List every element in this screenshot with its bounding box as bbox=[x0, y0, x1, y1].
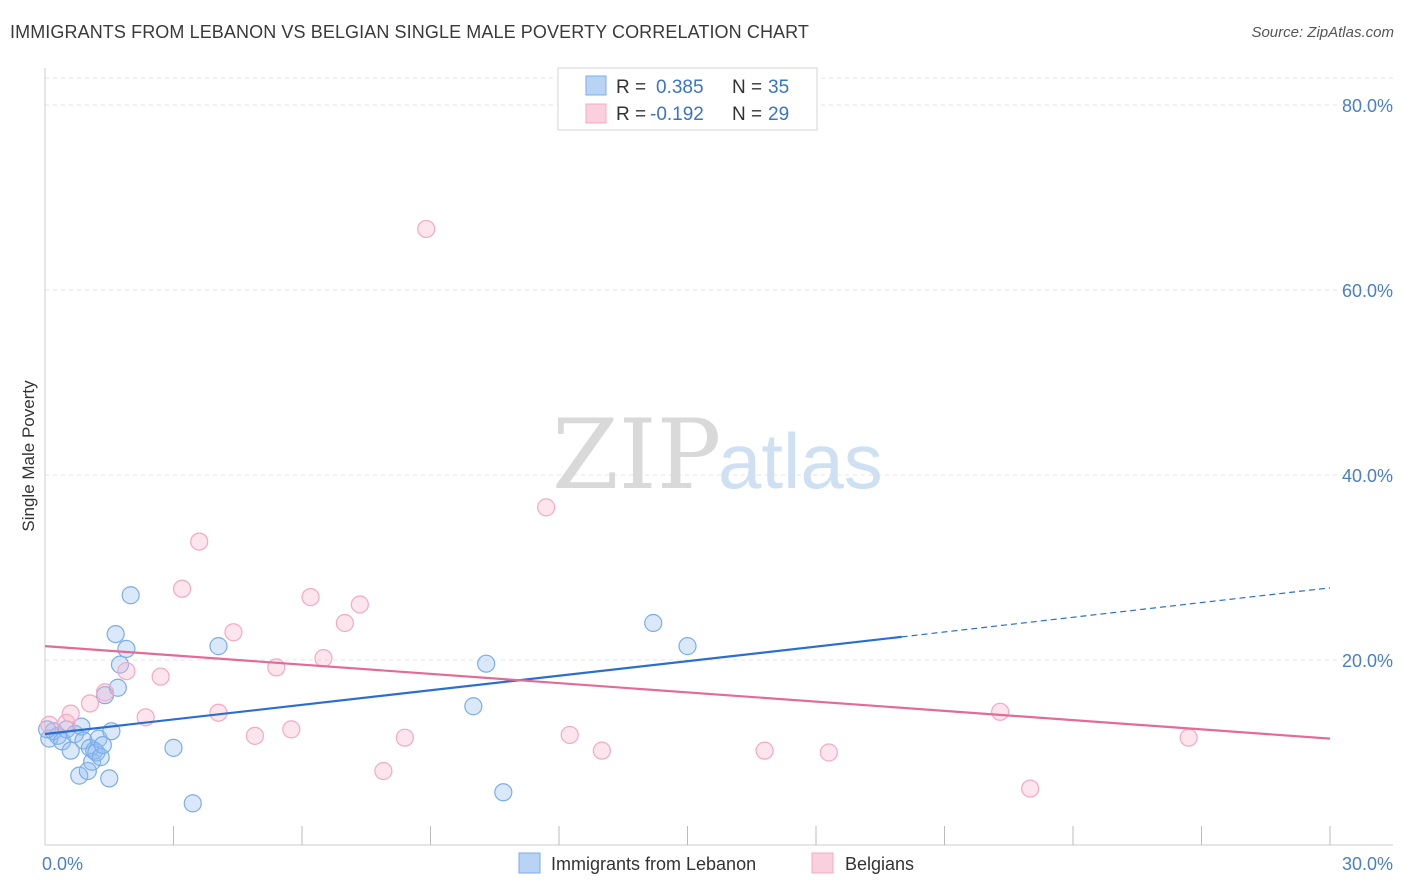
point-lebanon-19 bbox=[100, 769, 119, 788]
point-belgians-0 bbox=[40, 715, 59, 734]
point-lebanon-21 bbox=[106, 624, 125, 644]
legend-n-value-belgians: 29 bbox=[768, 104, 789, 125]
point-belgians-14 bbox=[282, 720, 301, 739]
axes bbox=[44, 68, 1393, 846]
point-lebanon-29 bbox=[464, 697, 483, 716]
point-belgians-23 bbox=[560, 725, 579, 745]
data-points bbox=[38, 219, 1198, 813]
trend-line-belgians bbox=[44, 645, 1331, 740]
legend-n-label-lebanon: N = bbox=[732, 77, 762, 98]
point-lebanon-7 bbox=[70, 766, 89, 785]
bottom-legend-label-belgians: Belgians bbox=[845, 854, 914, 874]
point-belgians-18 bbox=[350, 595, 369, 614]
point-belgians-2 bbox=[61, 704, 80, 723]
point-lebanon-17 bbox=[93, 735, 112, 755]
point-belgians-22 bbox=[537, 498, 556, 517]
x-tick-label-30: 30.0% bbox=[1342, 854, 1393, 874]
watermark: ZIP atlas bbox=[552, 399, 883, 511]
bottom-legend: Immigrants from Lebanon Belgians bbox=[518, 852, 914, 874]
legend-n-value-lebanon: 35 bbox=[768, 77, 789, 98]
point-lebanon-12 bbox=[83, 752, 102, 771]
legend-r-label-lebanon: R = bbox=[616, 77, 646, 98]
point-belgians-17 bbox=[335, 613, 354, 633]
point-belgians-5 bbox=[117, 661, 136, 681]
legend-r-label-belgians: R = bbox=[616, 104, 646, 125]
bottom-legend-swatch-lebanon bbox=[518, 852, 541, 874]
chart-source: Source: ZipAtlas.com bbox=[1251, 24, 1394, 41]
bottom-legend-label-lebanon: Immigrants from Lebanon bbox=[551, 854, 756, 874]
point-belgians-21 bbox=[417, 219, 436, 239]
point-belgians-29 bbox=[1179, 728, 1198, 747]
point-belgians-3 bbox=[80, 694, 100, 713]
trend-line-lebanon-extension bbox=[901, 587, 1331, 638]
gridlines bbox=[45, 77, 1393, 661]
bottom-legend-swatch-belgians bbox=[811, 852, 834, 874]
point-belgians-27 bbox=[991, 702, 1010, 721]
point-lebanon-10 bbox=[78, 761, 97, 781]
point-belgians-19 bbox=[374, 761, 393, 781]
y-axis-label: Single Male Poverty bbox=[19, 380, 38, 532]
point-lebanon-23 bbox=[110, 655, 130, 674]
y-tick-label-40: 40.0% bbox=[1342, 466, 1393, 486]
legend-swatch-lebanon bbox=[585, 75, 607, 96]
legend-box: R = 0.385 N = 35 R = -0.192 N = 29 bbox=[557, 67, 818, 131]
point-belgians-8 bbox=[172, 579, 192, 598]
watermark-atlas: atlas bbox=[718, 417, 883, 505]
point-lebanon-27 bbox=[183, 794, 202, 813]
point-belgians-9 bbox=[190, 532, 209, 551]
point-lebanon-33 bbox=[678, 637, 697, 656]
point-lebanon-5 bbox=[61, 741, 80, 760]
point-belgians-20 bbox=[395, 728, 414, 747]
point-lebanon-28 bbox=[209, 637, 228, 656]
legend-swatch-belgians bbox=[585, 103, 607, 124]
point-belgians-16 bbox=[314, 649, 333, 668]
trend-lines bbox=[44, 587, 1331, 740]
point-lebanon-32 bbox=[644, 613, 663, 633]
legend-r-value-belgians: -0.192 bbox=[650, 104, 704, 125]
y-tick-label-20: 20.0% bbox=[1342, 651, 1393, 671]
point-belgians-7 bbox=[151, 667, 170, 686]
point-lebanon-30 bbox=[477, 654, 496, 673]
point-lebanon-31 bbox=[494, 783, 513, 802]
tick-labels: 20.0% 40.0% 60.0% 80.0% 0.0% 30.0% bbox=[42, 96, 1393, 874]
watermark-zip: ZIP bbox=[552, 399, 721, 511]
y-tick-label-80: 80.0% bbox=[1342, 96, 1393, 116]
point-belgians-26 bbox=[819, 743, 838, 762]
point-belgians-12 bbox=[245, 726, 264, 745]
point-belgians-11 bbox=[224, 623, 243, 642]
point-belgians-4 bbox=[95, 683, 115, 702]
point-lebanon-24 bbox=[117, 639, 136, 659]
point-lebanon-26 bbox=[164, 738, 183, 757]
point-belgians-28 bbox=[1021, 779, 1040, 798]
point-belgians-15 bbox=[301, 587, 320, 607]
chart-title: IMMIGRANTS FROM LEBANON VS BELGIAN SINGL… bbox=[10, 22, 810, 42]
point-belgians-25 bbox=[755, 741, 774, 760]
legend-n-label-belgians: N = bbox=[732, 104, 762, 125]
point-belgians-24 bbox=[592, 741, 611, 760]
x-tick-label-0: 0.0% bbox=[42, 854, 83, 874]
y-tick-label-60: 60.0% bbox=[1342, 281, 1393, 301]
point-lebanon-25 bbox=[121, 586, 140, 605]
legend-r-value-lebanon: 0.385 bbox=[656, 77, 704, 98]
trend-line-lebanon bbox=[44, 635, 902, 736]
